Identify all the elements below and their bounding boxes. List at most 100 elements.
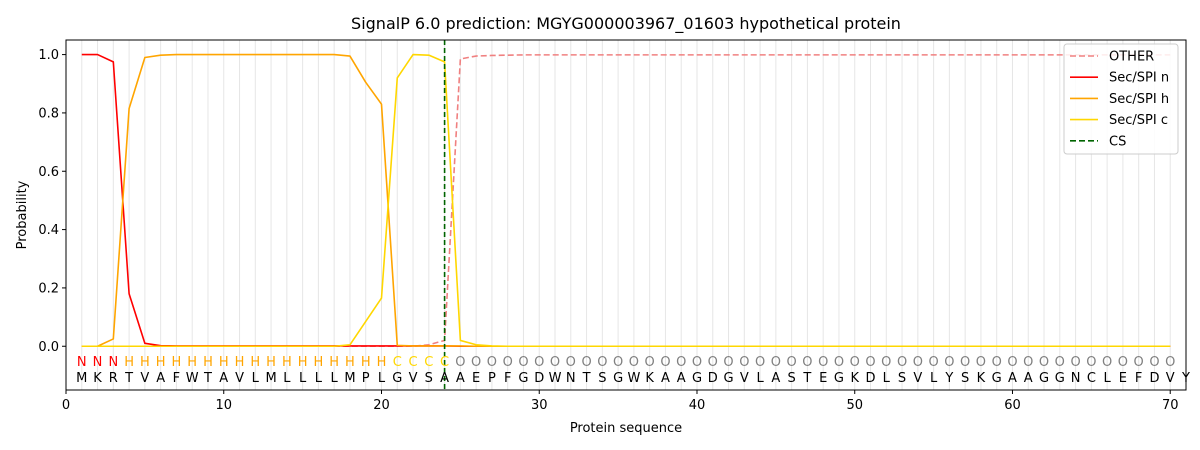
region-label: O <box>660 355 670 370</box>
region-label: O <box>708 355 718 370</box>
residue-label: L <box>756 371 764 386</box>
residue-label: L <box>1104 371 1112 386</box>
region-label: C <box>409 355 418 370</box>
residue-label: W <box>549 371 562 386</box>
region-label: O <box>455 355 465 370</box>
sequence-labels: NMNKNRHTHVHAHFHWHTHAHVHLHMHLHLHLHLHMHPHL… <box>76 355 1190 386</box>
x-axis-ticks: 0 10 20 30 40 50 60 70 <box>62 390 1179 413</box>
chart-title: SignalP 6.0 prediction: MGYG000003967_01… <box>351 14 901 34</box>
residue-label: G <box>834 371 844 386</box>
residue-label: M <box>344 371 355 386</box>
residue-label: G <box>723 371 733 386</box>
residue-label: E <box>472 371 480 386</box>
region-label: H <box>219 355 229 370</box>
y-tick-label: 0.0 <box>38 340 59 355</box>
residue-label: Y <box>944 371 953 386</box>
region-label: O <box>787 355 797 370</box>
x-tick-label: 70 <box>1162 398 1179 413</box>
residue-label: L <box>299 371 307 386</box>
residue-label: T <box>802 371 811 386</box>
residue-label: V <box>409 371 418 386</box>
region-label: O <box>1165 355 1175 370</box>
region-label: H <box>314 355 324 370</box>
x-axis-label: Protein sequence <box>570 421 682 436</box>
residue-label: V <box>740 371 749 386</box>
legend-label: Sec/SPI n <box>1109 71 1169 86</box>
region-label: O <box>944 355 954 370</box>
region-label: O <box>834 355 844 370</box>
region-label: H <box>298 355 308 370</box>
region-label: O <box>1070 355 1080 370</box>
residue-label: F <box>1135 371 1142 386</box>
region-label: O <box>1023 355 1033 370</box>
residue-label: G <box>692 371 702 386</box>
region-label: H <box>203 355 213 370</box>
region-label: O <box>550 355 560 370</box>
region-label: O <box>976 355 986 370</box>
region-label: O <box>1007 355 1017 370</box>
region-label: H <box>140 355 150 370</box>
residue-label: V <box>913 371 922 386</box>
residue-label: K <box>93 371 102 386</box>
residue-label: C <box>1087 371 1096 386</box>
residue-label: L <box>283 371 291 386</box>
residue-label: K <box>645 371 654 386</box>
plot-frame <box>65 39 1187 391</box>
residue-label: R <box>109 371 118 386</box>
region-label: C <box>424 355 433 370</box>
residue-label: T <box>203 371 212 386</box>
residue-label: V <box>235 371 244 386</box>
region-label: O <box>471 355 481 370</box>
region-label: H <box>361 355 371 370</box>
residue-label: G <box>1039 371 1049 386</box>
region-label: O <box>692 355 702 370</box>
region-label: N <box>77 355 87 370</box>
region-label: O <box>992 355 1002 370</box>
region-label: H <box>329 355 339 370</box>
region-label: O <box>1086 355 1096 370</box>
region-label: O <box>676 355 686 370</box>
region-label: O <box>518 355 528 370</box>
x-tick-label: 20 <box>373 398 390 413</box>
region-label: O <box>723 355 733 370</box>
region-label: H <box>235 355 245 370</box>
region-label: O <box>597 355 607 370</box>
residue-label: L <box>883 371 891 386</box>
residue-label: A <box>456 371 465 386</box>
residue-label: N <box>566 371 576 386</box>
region-label: O <box>503 355 513 370</box>
region-label: N <box>108 355 118 370</box>
residue-label: E <box>1119 371 1127 386</box>
x-tick-label: 50 <box>846 398 863 413</box>
region-label: O <box>566 355 576 370</box>
residue-label: K <box>977 371 986 386</box>
region-label: O <box>1149 355 1159 370</box>
residue-label: F <box>173 371 180 386</box>
residue-label: S <box>598 371 606 386</box>
region-label: O <box>960 355 970 370</box>
x-tick-label: 30 <box>531 398 548 413</box>
region-label: H <box>250 355 260 370</box>
region-label: O <box>802 355 812 370</box>
region-label: O <box>613 355 623 370</box>
region-label: O <box>1039 355 1049 370</box>
x-tick-label: 60 <box>1004 398 1021 413</box>
residue-label: G <box>518 371 528 386</box>
region-label: O <box>881 355 891 370</box>
residue-label: A <box>661 371 670 386</box>
y-tick-label: 0.8 <box>38 106 59 121</box>
legend-label: Sec/SPI h <box>1109 92 1169 107</box>
region-label: O <box>913 355 923 370</box>
residue-label: K <box>850 371 859 386</box>
residue-label: M <box>76 371 87 386</box>
residue-label: S <box>425 371 433 386</box>
residue-label: P <box>488 371 496 386</box>
residue-label: W <box>186 371 199 386</box>
region-label: O <box>818 355 828 370</box>
x-tick-label: 0 <box>62 398 70 413</box>
legend-box <box>1063 43 1179 155</box>
residue-label: D <box>1149 371 1159 386</box>
region-label: O <box>897 355 907 370</box>
